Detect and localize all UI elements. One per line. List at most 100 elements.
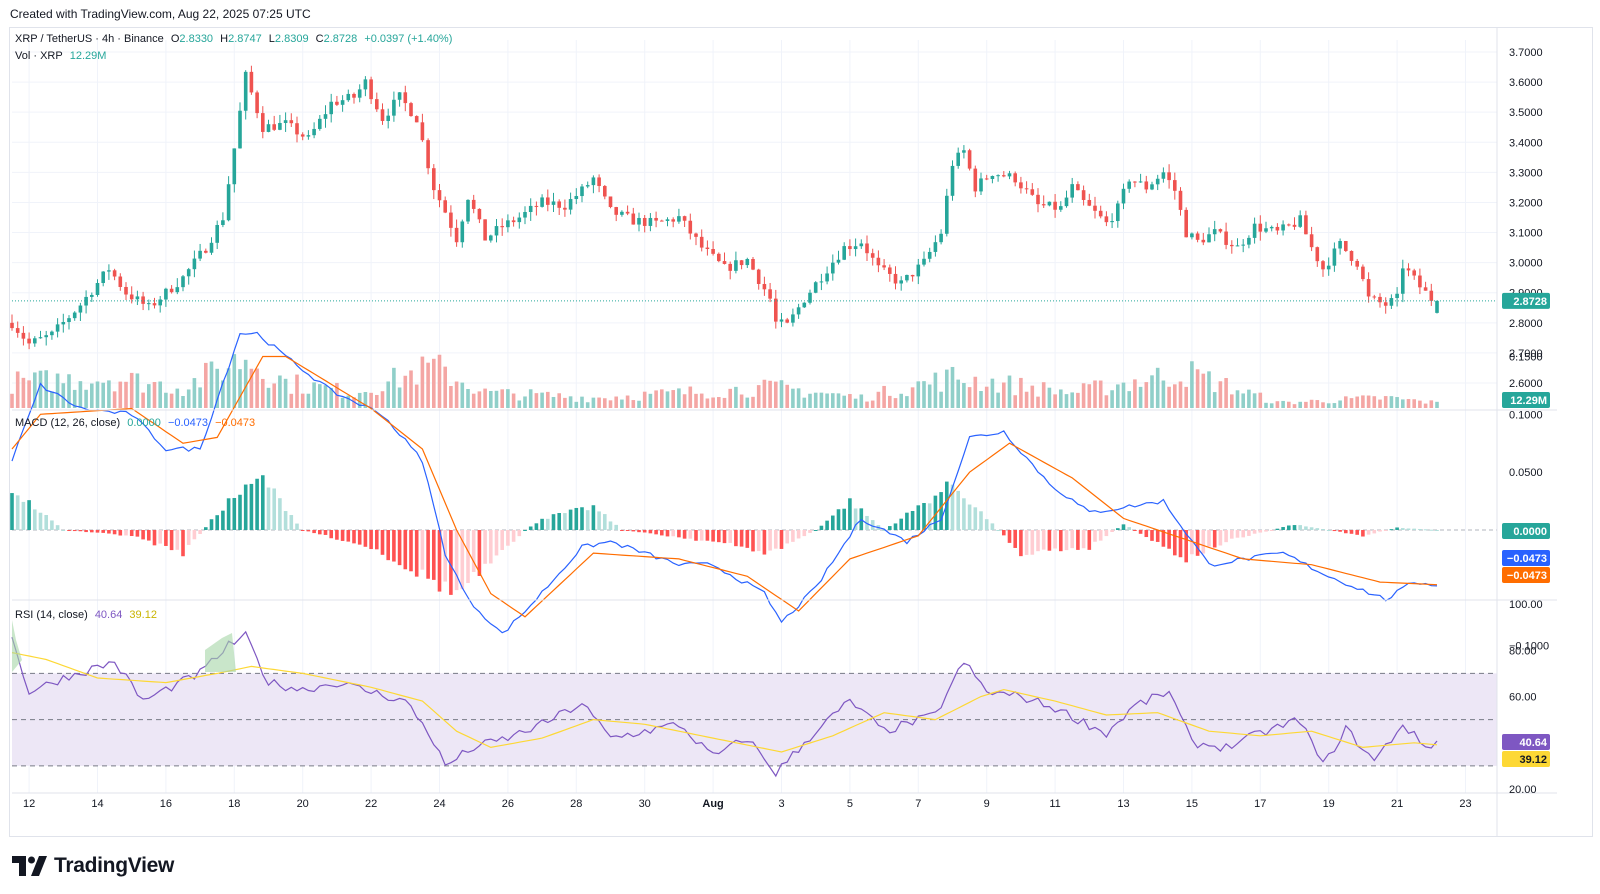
volume-bar	[329, 387, 333, 408]
macd-label[interactable]: MACD (12, 26, close)	[15, 417, 121, 429]
candle-body	[523, 211, 527, 218]
macd-histogram-bar	[984, 519, 989, 530]
macd-histogram-bar	[295, 523, 299, 530]
macd-histogram-bar	[1361, 530, 1365, 537]
volume-bar	[72, 389, 77, 408]
candle-body	[608, 196, 613, 208]
candle-body	[118, 276, 123, 287]
volume-bar	[1326, 403, 1331, 408]
macd-histogram-bar	[118, 530, 123, 536]
macd-histogram-bar	[1013, 530, 1017, 548]
candle-body	[1064, 197, 1069, 207]
macd-histogram-bar	[50, 520, 54, 530]
volume-label[interactable]: Vol · XRP	[15, 50, 63, 62]
macd-badge-bg	[1502, 550, 1550, 566]
volume-bar	[1138, 386, 1143, 408]
candle-body	[1087, 199, 1092, 206]
rsi-label[interactable]: RSI (14, close)	[15, 609, 88, 621]
macd-histogram-bar	[90, 530, 94, 533]
macd-histogram-bar	[215, 515, 219, 530]
candle-body	[1287, 224, 1291, 226]
macd-histogram-bar	[1007, 530, 1012, 543]
candle-body	[1258, 223, 1263, 232]
macd-histogram-bar	[312, 530, 316, 534]
volume-bar	[808, 393, 812, 408]
volume-bar	[380, 391, 385, 408]
macd-histogram-bar	[169, 530, 174, 551]
macd-histogram-bar	[910, 510, 915, 530]
volume-bar	[1332, 403, 1337, 408]
macd-histogram-bar	[1406, 528, 1411, 530]
volume-bar	[933, 372, 938, 408]
candle-body	[688, 220, 693, 234]
macd-histogram-bar	[990, 523, 995, 530]
volume-bar	[1321, 402, 1325, 408]
candle-body	[1138, 181, 1143, 183]
candle-body	[962, 150, 966, 153]
candle-body	[1247, 237, 1251, 245]
candle-body	[574, 196, 579, 200]
candle-body	[232, 148, 237, 185]
macd-histogram-bar	[1161, 530, 1166, 547]
volume-bar	[477, 391, 482, 408]
volume-bar	[756, 385, 761, 408]
symbol-label[interactable]: XRP / TetherUS · 4h · Binance	[15, 33, 164, 45]
macd-histogram-bar	[192, 530, 197, 540]
candle-body	[1321, 261, 1325, 270]
macd-histogram-bar	[779, 530, 784, 549]
macd-histogram-bar	[1036, 530, 1040, 552]
candle-body	[660, 220, 664, 222]
volume-bar	[1349, 398, 1354, 408]
price-badge-bg	[1502, 292, 1550, 309]
candle-body	[198, 250, 202, 259]
macd-histogram-bar	[44, 515, 48, 530]
macd-histogram-bar	[893, 523, 898, 530]
volume-bar	[266, 387, 271, 408]
candle-body	[739, 260, 744, 266]
candle-body	[323, 114, 328, 119]
volume-bar	[397, 387, 402, 408]
volume-bar	[1378, 399, 1382, 408]
macd-histogram-bar	[870, 520, 875, 530]
macd-histogram-bar	[152, 530, 157, 546]
tradingview-logo[interactable]: TradingView	[12, 854, 174, 878]
volume-bar	[534, 393, 539, 408]
macd-histogram-bar	[437, 530, 442, 592]
volume-bar	[1098, 380, 1103, 408]
candle-body	[631, 213, 636, 225]
volume-bar	[528, 389, 533, 408]
macd-histogram-bar	[329, 530, 333, 539]
volume-bar	[90, 383, 94, 408]
macd-histogram-bar	[962, 498, 966, 530]
candle-body	[1047, 201, 1052, 206]
macd-histogram-bar	[785, 530, 789, 544]
macd-histogram-bar	[1235, 530, 1240, 538]
volume-bar	[1036, 396, 1040, 408]
macd-histogram-bar	[756, 530, 761, 552]
macd-histogram-bar	[1401, 528, 1405, 530]
candle-body	[158, 299, 162, 306]
open-value: O2.8330	[171, 33, 213, 45]
macd-histogram-bar	[568, 509, 573, 530]
volume-bar	[984, 386, 989, 408]
candle-body	[437, 190, 442, 201]
macd-histogram-bar	[671, 530, 675, 537]
volume-bar	[272, 383, 276, 408]
x-tick-label: 15	[1186, 798, 1198, 810]
volume-bar	[1315, 400, 1320, 408]
candle-body	[289, 120, 294, 124]
volume-bar	[648, 393, 653, 408]
candle-body	[973, 168, 978, 192]
macd-histogram-bar	[420, 530, 425, 570]
candle-body	[728, 263, 732, 271]
candle-body	[705, 247, 710, 249]
macd-hist-badge: 0.0000	[1502, 523, 1550, 539]
volume-bar	[1161, 380, 1166, 408]
macd-histogram-bar	[705, 530, 710, 541]
macd-histogram-bar	[55, 525, 60, 530]
macd-histogram-bar	[164, 530, 168, 546]
macd-histogram-bar	[933, 495, 938, 530]
macd-histogram-bar	[768, 530, 772, 551]
volume-bar	[340, 397, 345, 408]
